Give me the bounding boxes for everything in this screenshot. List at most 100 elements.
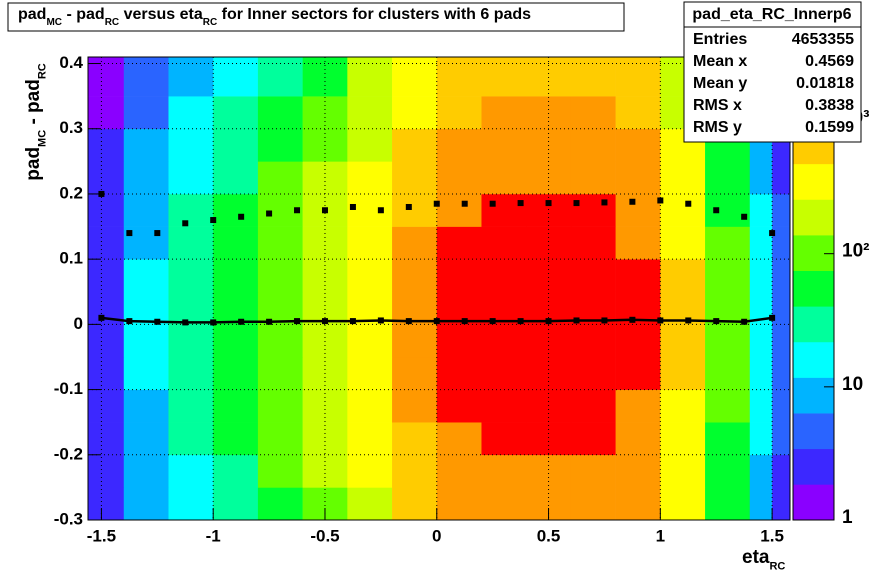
heat-cell [660, 454, 706, 488]
x-tick-label: -1.5 [87, 526, 116, 545]
profile-point [294, 318, 301, 325]
heat-cell [749, 226, 773, 260]
heat-cell [481, 161, 527, 195]
stats-value: 0.1599 [805, 119, 854, 136]
profile-point [349, 203, 356, 210]
profile-point [713, 207, 720, 214]
heat-cell [660, 226, 706, 260]
heat-cell [347, 193, 393, 227]
heat-cell [168, 487, 214, 521]
heat-cell [660, 422, 706, 456]
heat-cell [481, 193, 527, 227]
heat-cell [213, 128, 259, 162]
y-tick-label: -0.2 [54, 444, 83, 463]
heat-cell [481, 128, 527, 162]
heat-cell [213, 226, 259, 260]
heat-cell [257, 57, 303, 97]
heat-cell [392, 193, 438, 227]
heat-cell [436, 389, 482, 423]
x-tick-label: -0.5 [310, 526, 339, 545]
heat-cell [660, 487, 706, 521]
colorbar-band [793, 341, 834, 378]
heat-cell [705, 324, 751, 358]
profile-point [517, 318, 524, 325]
heat-cell [570, 487, 616, 521]
heat-cell [749, 193, 773, 227]
profile-point [489, 200, 496, 207]
heat-cell [392, 259, 438, 293]
heat-cell [705, 226, 751, 260]
stats-value: 4653355 [792, 31, 854, 48]
x-tick-label: 0.5 [537, 526, 561, 545]
stats-title: pad_eta_RC_Innerp6 [692, 6, 851, 23]
heat-cell [615, 128, 661, 162]
heat-cell [392, 389, 438, 423]
heat-cell [570, 57, 616, 97]
heat-cell [570, 96, 616, 130]
heat-cell [705, 356, 751, 390]
heat-cell [749, 389, 773, 423]
subscript: MC [46, 17, 62, 28]
stats-label: RMS y [693, 119, 742, 136]
profile-point [405, 203, 412, 210]
heat-cell [302, 259, 348, 293]
heat-cell [213, 422, 259, 456]
heat-cell [481, 96, 527, 130]
heat-cell [570, 259, 616, 293]
title-box [7, 2, 625, 32]
heat-cell [570, 356, 616, 390]
heat-cell [570, 193, 616, 227]
profile-point [210, 217, 217, 224]
profile-point [377, 207, 384, 214]
colorbar-band [793, 199, 834, 236]
heat-cell [123, 324, 169, 358]
heat-cell [436, 57, 482, 97]
label: etaRC [742, 547, 785, 572]
heat-cell [436, 454, 482, 488]
stats-value: 0.3838 [805, 97, 854, 114]
heat-cell [168, 128, 214, 162]
heat-cell [123, 356, 169, 390]
heat-cell [257, 226, 303, 260]
heat-cell [392, 128, 438, 162]
y-tick-label: 0.2 [59, 183, 83, 202]
heat-cell [392, 324, 438, 358]
text-part: eta [742, 547, 770, 568]
heat-cell [88, 487, 125, 521]
heat-cell [347, 259, 393, 293]
heat-cell [481, 454, 527, 488]
plot-frame [87, 56, 791, 521]
heat-cell [749, 487, 773, 521]
heat-cell [168, 389, 214, 423]
stats-value: 0.4569 [805, 53, 854, 70]
heat-cell [123, 389, 169, 423]
y-tick-label: -0.1 [54, 379, 83, 398]
profile-point [433, 318, 440, 325]
y-tick-label: 0.3 [59, 118, 83, 137]
heat-cell [123, 57, 169, 97]
profile-point [769, 230, 776, 237]
heat-cell [168, 161, 214, 195]
heat-cell [213, 454, 259, 488]
heat-cell [570, 226, 616, 260]
heat-cell [615, 454, 661, 488]
heat-cell [302, 422, 348, 456]
heat-cell [436, 291, 482, 325]
heat-cell [570, 422, 616, 456]
y-tick-label: 0.1 [59, 249, 83, 268]
heat-cell [481, 259, 527, 293]
heat-cell [772, 454, 791, 488]
heat-cell [526, 422, 572, 456]
heat-cell [257, 96, 303, 130]
heat-cell [772, 389, 791, 423]
profile-point [126, 318, 133, 325]
colorbar-band [793, 163, 834, 200]
heat-cell [302, 454, 348, 488]
heat-cell [749, 161, 773, 195]
heat-cell [772, 161, 791, 195]
heat-cell [302, 389, 348, 423]
heat-cell [392, 356, 438, 390]
heat-cell [213, 96, 259, 130]
heat-cell [436, 193, 482, 227]
colorbar-band [793, 448, 834, 485]
